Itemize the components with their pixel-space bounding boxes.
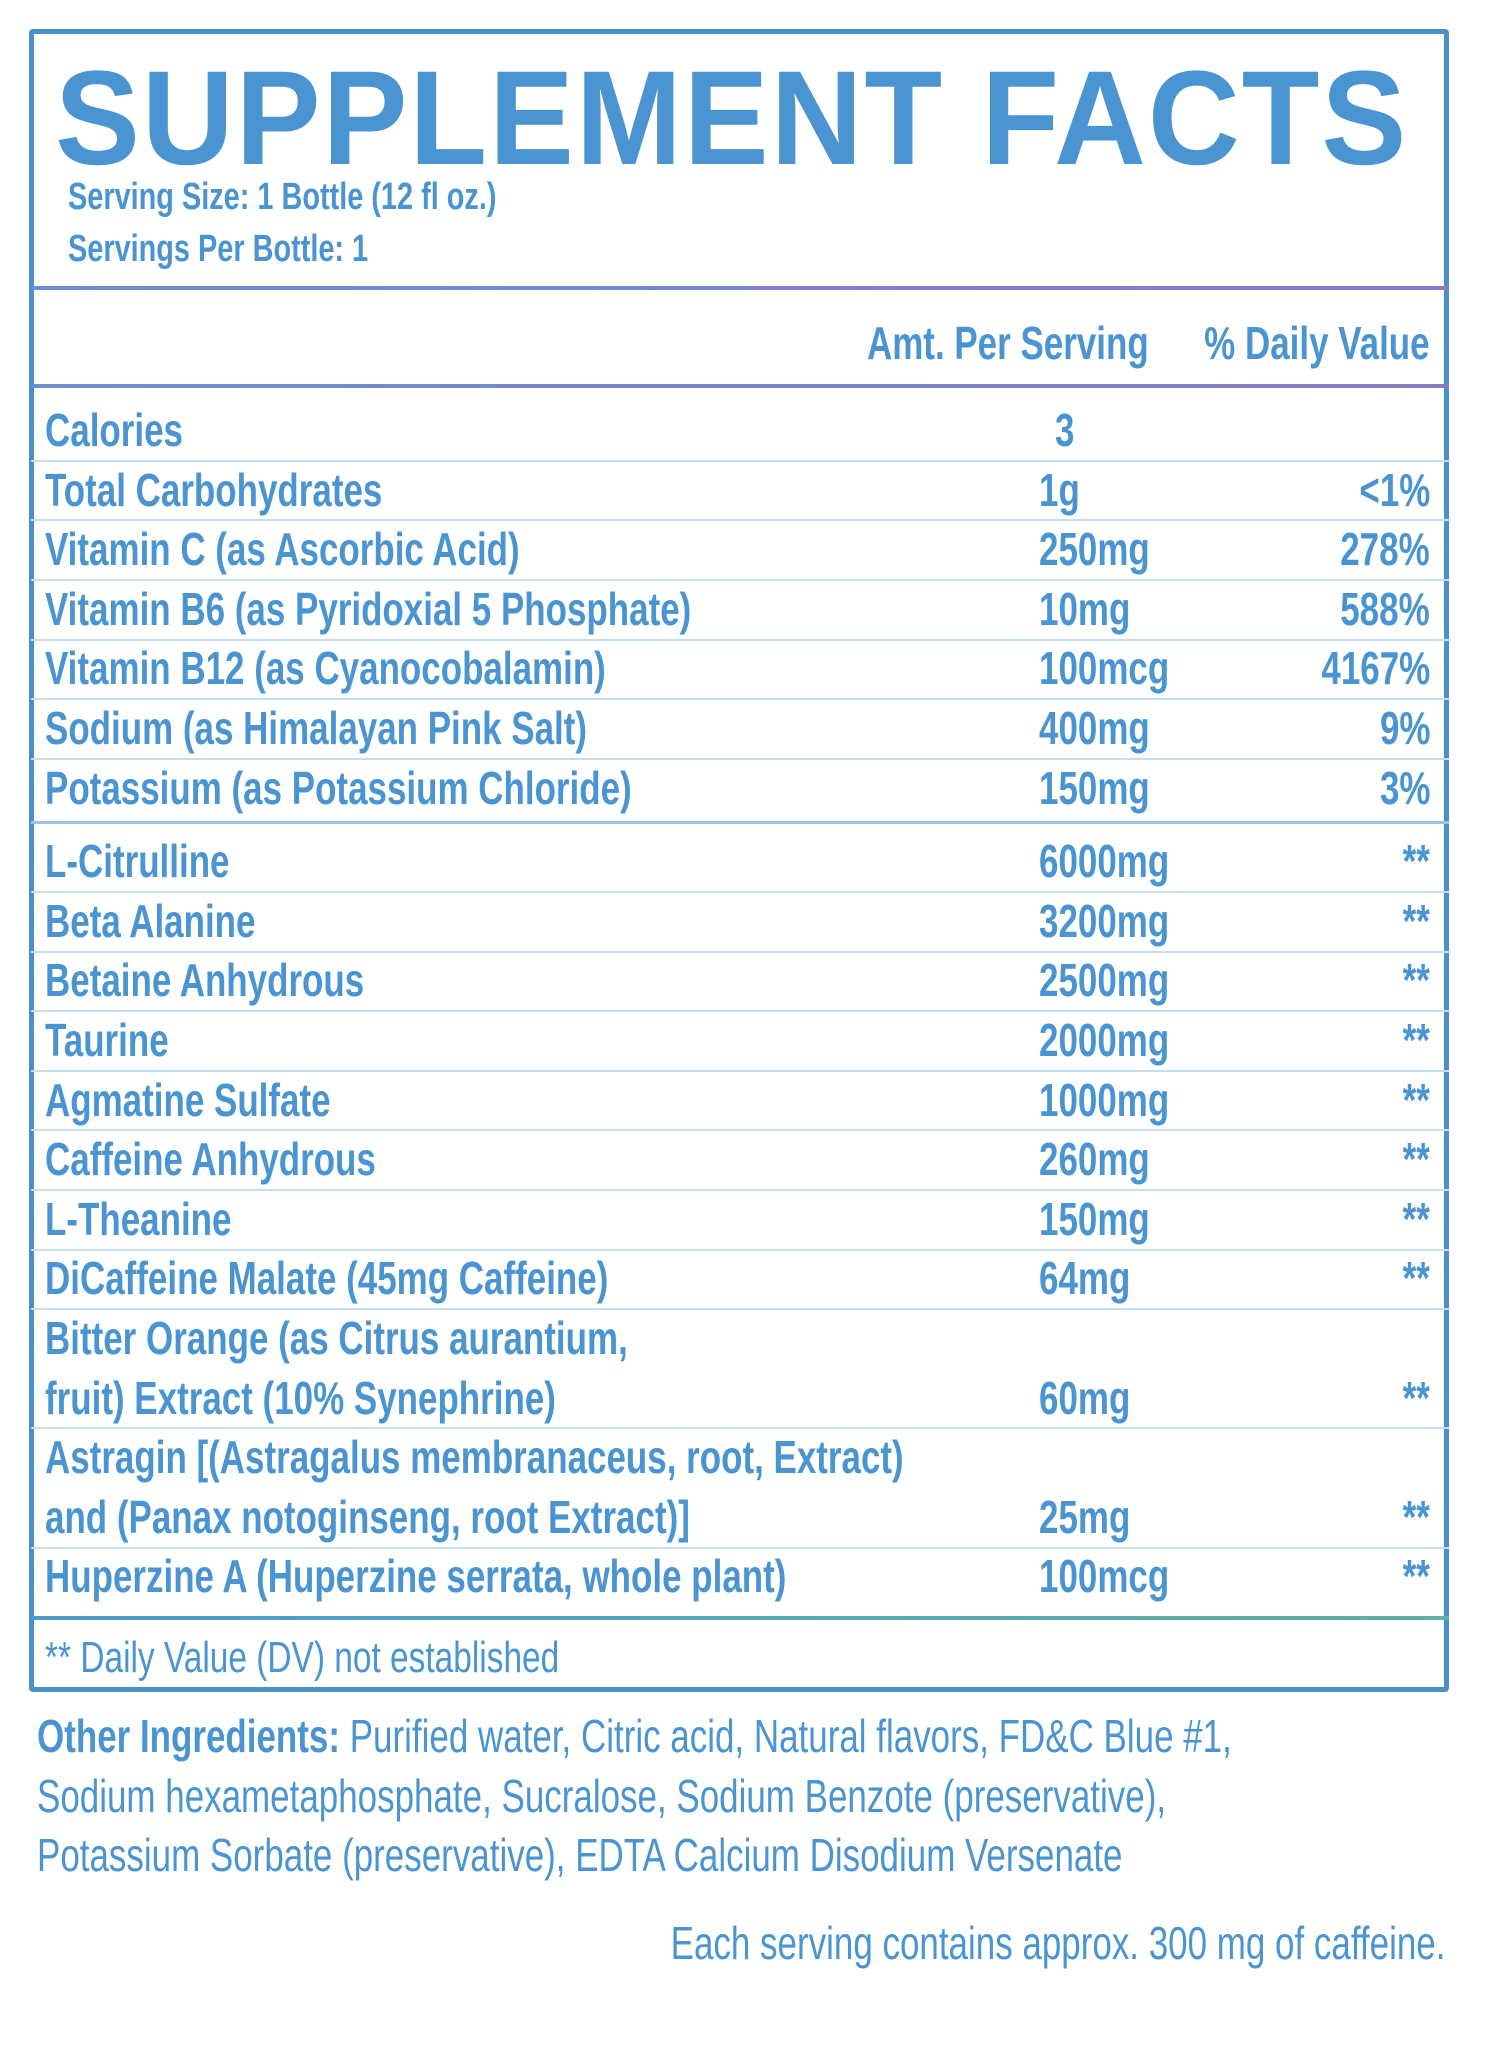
daily-value: ** <box>1402 954 1430 1007</box>
divider <box>31 384 1449 388</box>
ingredient-name: and (Panax notoginseng, root Extract)] <box>45 1490 690 1543</box>
row-divider <box>31 1546 1449 1549</box>
daily-value: <1% <box>1359 463 1430 516</box>
daily-value: ** <box>1402 1192 1430 1245</box>
other-ingredients-text: Purified water, Citric acid, Natural fla… <box>340 1710 1232 1762</box>
ingredient-name: Sodium (as Himalayan Pink Salt) <box>45 702 588 754</box>
other-ingredients-line: Other Ingredients: Purified water, Citri… <box>37 1713 1232 1759</box>
ingredient-name: DiCaffeine Malate (45mg Caffeine) <box>45 1252 609 1305</box>
dv-header: % Daily Value <box>1204 317 1430 369</box>
amount: 64mg <box>1039 1252 1131 1305</box>
amount: 2000mg <box>1039 1014 1170 1066</box>
row-divider <box>31 1427 1449 1430</box>
daily-value: 278% <box>1340 523 1430 576</box>
footnote: ** Daily Value (DV) not established <box>45 1633 560 1682</box>
divider <box>31 1616 1449 1620</box>
amount-header: Amt. Per Serving <box>867 317 1149 369</box>
title: SUPPLEMENT FACTS <box>55 44 1409 193</box>
ingredient-name: Vitamin C (as Ascorbic Acid) <box>45 523 520 576</box>
ingredient-name: L-Citrulline <box>45 835 230 888</box>
ingredient-name: Bitter Orange (as Citrus aurantium, <box>45 1312 628 1364</box>
row-divider <box>31 1248 1449 1251</box>
amount: 250mg <box>1039 523 1150 576</box>
ingredient-name: Taurine <box>45 1014 169 1066</box>
ingredient-name: Potassium (as Potassium Chloride) <box>45 761 632 814</box>
row-divider <box>31 1129 1449 1132</box>
amount: 10mg <box>1039 582 1131 635</box>
ingredient-name: fruit) Extract (10% Synephrine) <box>45 1371 556 1424</box>
row-divider <box>31 638 1449 641</box>
amount: 3 <box>1055 404 1075 456</box>
group-divider <box>31 821 1449 825</box>
other-ingredients-label: Other Ingredients: <box>37 1710 341 1762</box>
row-divider <box>31 459 1449 462</box>
row-divider <box>31 1069 1449 1072</box>
daily-value: ** <box>1402 1133 1430 1186</box>
ingredient-name: Betaine Anhydrous <box>45 954 365 1007</box>
row-divider <box>31 1308 1449 1311</box>
ingredient-name: Calories <box>45 404 183 456</box>
ingredient-name: Total Carbohydrates <box>45 463 383 516</box>
daily-value: ** <box>1402 1371 1430 1424</box>
ingredient-name: Beta Alanine <box>45 894 256 947</box>
daily-value: 588% <box>1340 582 1430 635</box>
daily-value: ** <box>1402 1014 1430 1066</box>
amount: 150mg <box>1039 1192 1150 1245</box>
daily-value: ** <box>1402 1550 1430 1603</box>
ingredient-name: Astragin [(Astragalus membranaceus, root… <box>45 1431 904 1484</box>
row-divider <box>31 698 1449 701</box>
row-divider <box>31 1010 1449 1013</box>
ingredient-name: Caffeine Anhydrous <box>45 1133 376 1186</box>
daily-value: ** <box>1402 894 1430 947</box>
row-divider <box>31 891 1449 893</box>
amount: 6000mg <box>1039 835 1170 888</box>
row-divider <box>31 950 1449 953</box>
amount: 100mcg <box>1039 642 1170 695</box>
amount: 1g <box>1039 463 1080 516</box>
amount: 3200mg <box>1039 894 1170 947</box>
daily-value: 3% <box>1379 761 1430 814</box>
amount: 2500mg <box>1039 954 1170 1007</box>
amount: 60mg <box>1039 1371 1131 1424</box>
caffeine-note: Each serving contains approx. 300 mg of … <box>670 1917 1445 1969</box>
daily-value: ** <box>1402 1073 1430 1126</box>
amount: 25mg <box>1039 1490 1131 1543</box>
outer-box <box>29 29 1449 1692</box>
daily-value: ** <box>1402 835 1430 888</box>
other-ingredients-line: Sodium hexametaphosphate, Sucralose, Sod… <box>37 1770 1167 1822</box>
amount: 150mg <box>1039 761 1150 814</box>
servings-per: Servings Per Bottle: 1 <box>68 228 369 270</box>
ingredient-name: L-Theanine <box>45 1192 232 1245</box>
amount: 100mcg <box>1039 1550 1170 1603</box>
row-divider <box>31 1189 1449 1191</box>
row-divider <box>31 757 1449 760</box>
row-divider <box>31 519 1449 522</box>
daily-value: ** <box>1402 1490 1430 1543</box>
ingredient-name: Huperzine A (Huperzine serrata, whole pl… <box>45 1550 787 1603</box>
daily-value: ** <box>1402 1252 1430 1305</box>
ingredient-name: Agmatine Sulfate <box>45 1073 331 1126</box>
divider <box>31 286 1449 290</box>
daily-value: 9% <box>1379 702 1430 754</box>
daily-value: 4167% <box>1321 642 1430 695</box>
ingredient-name: Vitamin B12 (as Cyanocobalamin) <box>45 642 606 695</box>
other-ingredients-line: Potassium Sorbate (preservative), EDTA C… <box>37 1829 1123 1881</box>
amount: 1000mg <box>1039 1073 1170 1126</box>
serving-size: Serving Size: 1 Bottle (12 fl oz.) <box>68 176 497 218</box>
row-divider <box>31 579 1449 581</box>
amount: 400mg <box>1039 702 1150 754</box>
ingredient-name: Vitamin B6 (as Pyridoxial 5 Phosphate) <box>45 582 692 635</box>
amount: 260mg <box>1039 1133 1150 1186</box>
